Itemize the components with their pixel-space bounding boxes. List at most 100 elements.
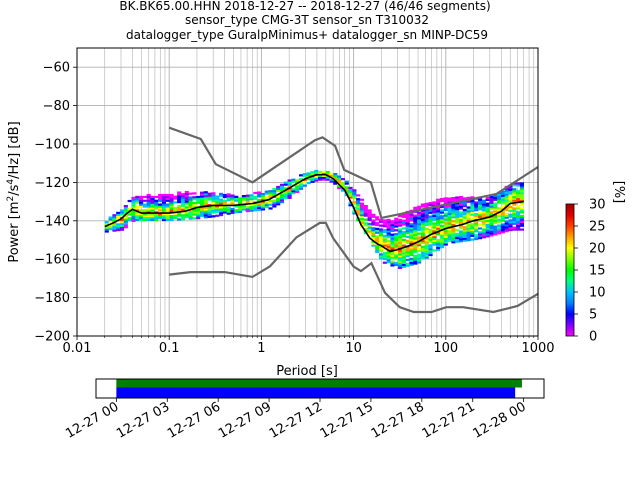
pdf-cell [398,259,403,262]
pdf-cell [417,213,422,216]
pdf-cell [466,214,471,217]
pdf-cell [154,211,159,214]
pdf-cell [405,262,410,265]
pdf-cell [184,213,189,217]
pdf-cell [226,193,231,196]
title-line-3: datalogger_type GuralpMinimus+ datalogge… [126,28,488,42]
pdf-cell [131,210,136,213]
pdf-cell [119,213,125,216]
pdf-cell [192,201,197,205]
pdf-cell [371,223,376,226]
pdf-cell [249,205,254,208]
pdf-cell [401,263,406,266]
pdf-cell [417,217,422,220]
pdf-cell [504,189,509,192]
pdf-cell [340,185,346,188]
pdf-cell [519,197,525,200]
pdf-cell [436,246,441,249]
pdf-cell [196,197,201,201]
pdf-cell [371,215,376,218]
pdf-cell [177,208,182,211]
pdf-cell [329,180,334,183]
pdf-cell [493,204,498,207]
pdf-cell [443,222,448,225]
pdf-cell [367,217,372,220]
pdf-cell [154,207,159,210]
pdf-cell [443,231,448,235]
pdf-cell [462,201,467,204]
pdf-cell [192,211,197,214]
pdf-cell [470,207,475,210]
pdf-cell [222,194,227,197]
pdf-cell [401,250,406,253]
pdf-cell [447,205,452,208]
pdf-cell [226,208,231,211]
pdf-cell [390,248,395,252]
pdf-cell [500,215,505,218]
pdf-cell [428,207,433,211]
title-line-2: sensor_type CMG-3T sensor_sn T310032 [185,13,429,27]
pdf-cell [207,194,212,197]
pdf-cell [177,212,182,215]
pdf-cell [287,179,292,182]
pdf-cell [390,256,395,259]
pdf-cell [508,225,513,228]
pdf-cell [516,218,521,222]
pdf-cell [184,212,189,215]
pdf-cell [519,182,525,185]
pdf-cell [165,207,170,210]
pdf-cell [165,195,170,199]
pdf-cell [401,234,406,238]
pdf-cell [405,239,410,242]
pdf-cell [321,174,326,177]
pdf-cell [146,216,151,220]
pdf-cell [516,222,521,225]
pdf-cell [260,204,266,207]
pdf-cell [432,249,437,252]
pdf-cell [146,215,151,218]
pdf-cell [409,250,414,253]
pdf-cell [470,225,475,228]
title-line-1: BK.BK65.00.HHN 2018-12-27 -- 2018-12-27 … [119,0,490,13]
pdf-cell [352,193,357,196]
pdf-cell [458,226,464,229]
pdf-cell [108,218,113,221]
pdf-cell [516,220,521,223]
pdf-cell [123,214,128,217]
pdf-cell [439,209,445,212]
pdf-cell [497,226,502,229]
pdf-cell [241,204,246,207]
pdf-cell [199,203,205,206]
pdf-cell [112,229,117,232]
pdf-cell [249,196,254,199]
pdf-cell [367,226,372,229]
pdf-cell [432,210,437,214]
pdf-cell [458,220,464,224]
pdf-cell [436,248,441,251]
pdf-cell [462,208,467,212]
pdf-cell [474,228,479,231]
pdf-cell [436,229,441,232]
pdf-cell [249,194,254,197]
pdf-cell [504,208,509,212]
pdf-cell [116,229,121,232]
pdf-cell [519,211,525,214]
pdf-cell [340,178,346,181]
pdf-cell [508,205,513,209]
pdf-cell [481,213,486,216]
pdf-cell [466,200,471,203]
pdf-cell [359,206,365,209]
timeline-tick-label: 12-27 00 [63,399,121,441]
pdf-cell [291,192,296,195]
pdf-cell [519,186,525,189]
pdf-cell [420,211,425,214]
pdf-cell [378,239,384,243]
pdf-cell [420,251,425,254]
pdf-cell [131,200,136,203]
pdf-cell [142,195,147,199]
pdf-cell [352,191,357,194]
pdf-cell [405,226,410,229]
pdf-cell [409,246,414,249]
pdf-cell [123,216,128,219]
pdf-cell [378,230,384,233]
